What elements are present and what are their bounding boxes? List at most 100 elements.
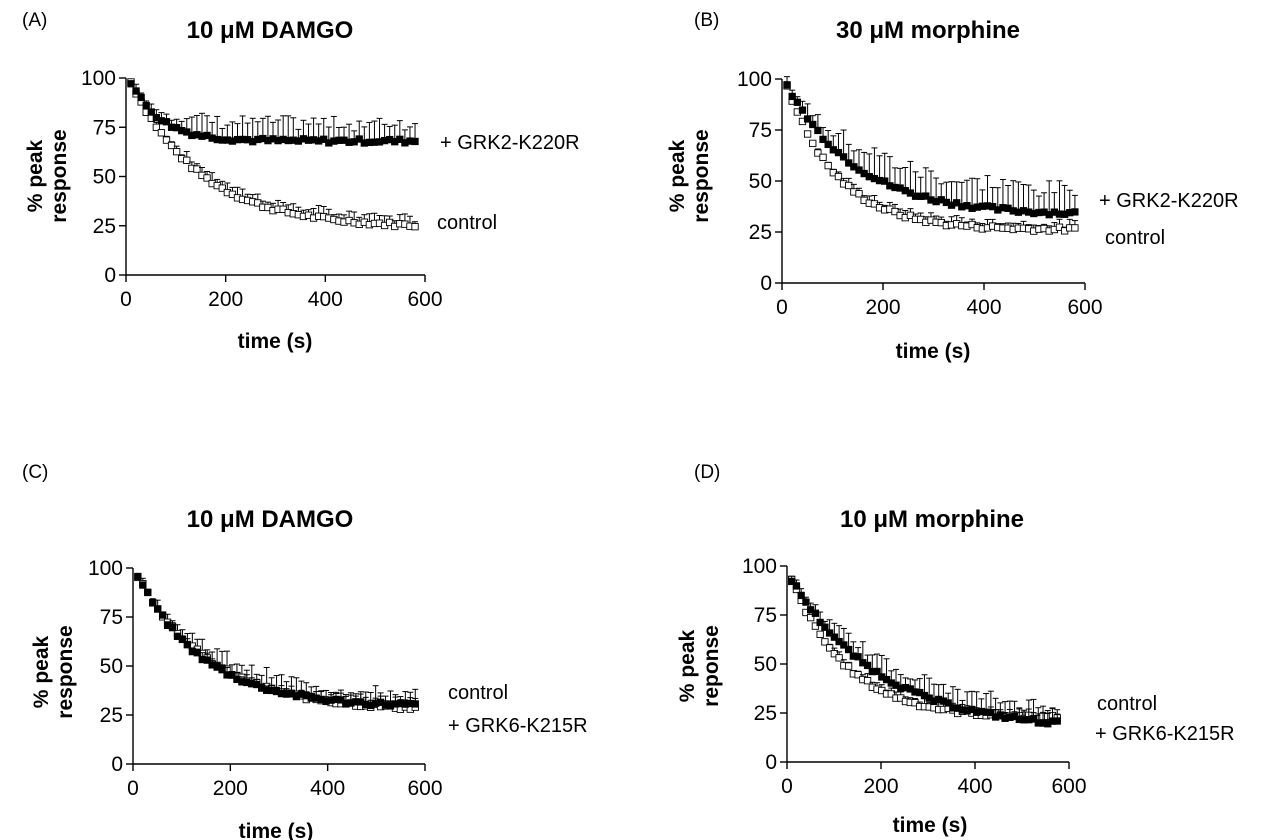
data-point xyxy=(154,605,162,613)
x-tick-label: 400 xyxy=(957,775,992,798)
y-tick-label: 75 xyxy=(749,119,772,142)
data-point xyxy=(386,218,394,227)
panel-a-series-label-1: + GRK2-K220R xyxy=(440,132,580,154)
data-point xyxy=(137,93,145,102)
data-point xyxy=(147,108,155,116)
data-point xyxy=(203,174,211,182)
x-tick-label: 600 xyxy=(1051,775,1086,798)
data-point xyxy=(158,611,167,619)
panel-d-plot: 0 25 50 75 100 0 200 400 600 xyxy=(742,555,1087,798)
y-tick-label: 25 xyxy=(754,702,777,725)
data-point xyxy=(411,137,419,146)
y-tick-label: 75 xyxy=(100,606,123,629)
data-point xyxy=(411,700,419,708)
data-point xyxy=(152,123,160,131)
x-tick-label: 0 xyxy=(127,777,139,800)
x-tick-label: 600 xyxy=(407,288,442,311)
data-point xyxy=(854,653,862,661)
data-point xyxy=(830,650,839,658)
data-point xyxy=(127,80,135,88)
x-tick-label: 200 xyxy=(865,296,900,319)
data-point xyxy=(953,199,961,207)
data-point xyxy=(149,599,157,607)
panel-d-ylabel-line1: % peak xyxy=(676,629,699,702)
data-point xyxy=(821,623,829,631)
panel-c-ylabel-line1: % peak xyxy=(30,635,53,708)
y-tick-label: 100 xyxy=(88,557,123,580)
y-tick-label: 75 xyxy=(93,116,116,139)
data-point xyxy=(870,200,879,208)
data-point xyxy=(891,207,899,216)
panel-d-ylabel-line2: reponse xyxy=(700,625,723,707)
data-point xyxy=(134,572,142,581)
data-point xyxy=(228,671,236,679)
data-point xyxy=(193,165,201,173)
data-point xyxy=(819,135,827,144)
y-tick-label: 25 xyxy=(100,704,123,727)
y-tick-label: 50 xyxy=(749,170,772,193)
data-point xyxy=(807,613,815,622)
data-point xyxy=(834,148,843,157)
data-point xyxy=(844,662,853,670)
data-point xyxy=(881,177,889,185)
y-tick-label: 0 xyxy=(760,272,772,295)
data-point xyxy=(845,159,853,167)
y-tick-label: 75 xyxy=(754,604,777,627)
data-point xyxy=(825,629,834,637)
panel-a-title: 10 μM DAMGO xyxy=(187,17,354,44)
data-point xyxy=(840,641,848,649)
y-tick-label: 50 xyxy=(100,655,123,678)
data-point xyxy=(411,223,419,231)
data-point xyxy=(798,106,807,114)
x-tick-label: 0 xyxy=(120,288,132,311)
data-point xyxy=(819,153,827,162)
data-point xyxy=(829,169,837,177)
data-point xyxy=(922,192,930,200)
data-point xyxy=(834,172,843,181)
panel-d-letter: (D) xyxy=(694,462,720,483)
panel-a-series-label-2: control xyxy=(437,212,497,234)
data-point xyxy=(845,181,853,190)
data-point xyxy=(203,656,211,664)
data-point xyxy=(788,577,796,586)
data-point xyxy=(178,635,187,643)
panel-d-title: 10 μM morphine xyxy=(840,506,1024,533)
y-tick-label: 0 xyxy=(104,264,116,287)
data-point xyxy=(183,641,192,649)
x-tick-label: 600 xyxy=(1067,296,1102,319)
panel-b-title: 30 μM morphine xyxy=(836,17,1020,44)
data-point xyxy=(1071,224,1079,232)
data-point xyxy=(132,87,140,95)
data-point xyxy=(911,699,919,707)
panel-c-plot: 0 25 50 75 100 0 200 400 600 xyxy=(88,557,443,800)
x-tick-label: 0 xyxy=(776,296,788,319)
panel-b: (B) 30 μM morphine % peak response time … xyxy=(666,10,1239,363)
panel-b-series-label-1: + GRK2-K220R xyxy=(1099,190,1239,212)
panel-b-letter: (B) xyxy=(694,10,719,31)
data-point xyxy=(814,126,822,135)
y-tick-label: 50 xyxy=(93,166,116,189)
data-point xyxy=(168,623,177,632)
data-point xyxy=(803,130,812,138)
panel-b-plot: 0 25 50 75 100 0 200 400 600 xyxy=(737,68,1103,319)
panel-d-series-label-2: + GRK6-K215R xyxy=(1095,723,1235,745)
data-point xyxy=(906,211,915,219)
data-point xyxy=(802,598,810,606)
data-point xyxy=(863,661,872,670)
y-tick-label: 100 xyxy=(742,555,777,578)
data-point xyxy=(863,677,872,685)
data-point xyxy=(167,141,176,150)
data-point xyxy=(1071,208,1079,216)
data-point xyxy=(824,161,832,170)
panel-a-plot: 0 25 50 75 100 0 200 400 600 xyxy=(81,67,443,311)
y-tick-label: 25 xyxy=(749,221,772,244)
data-point xyxy=(814,149,822,157)
x-tick-label: 200 xyxy=(863,775,898,798)
panel-a-ylabel-line1: % peak xyxy=(24,139,47,212)
data-point xyxy=(803,115,812,123)
data-point xyxy=(1029,715,1038,723)
data-point xyxy=(855,190,863,198)
panel-c-series-label-2: + GRK6-K215R xyxy=(448,715,588,737)
data-point xyxy=(142,101,150,110)
